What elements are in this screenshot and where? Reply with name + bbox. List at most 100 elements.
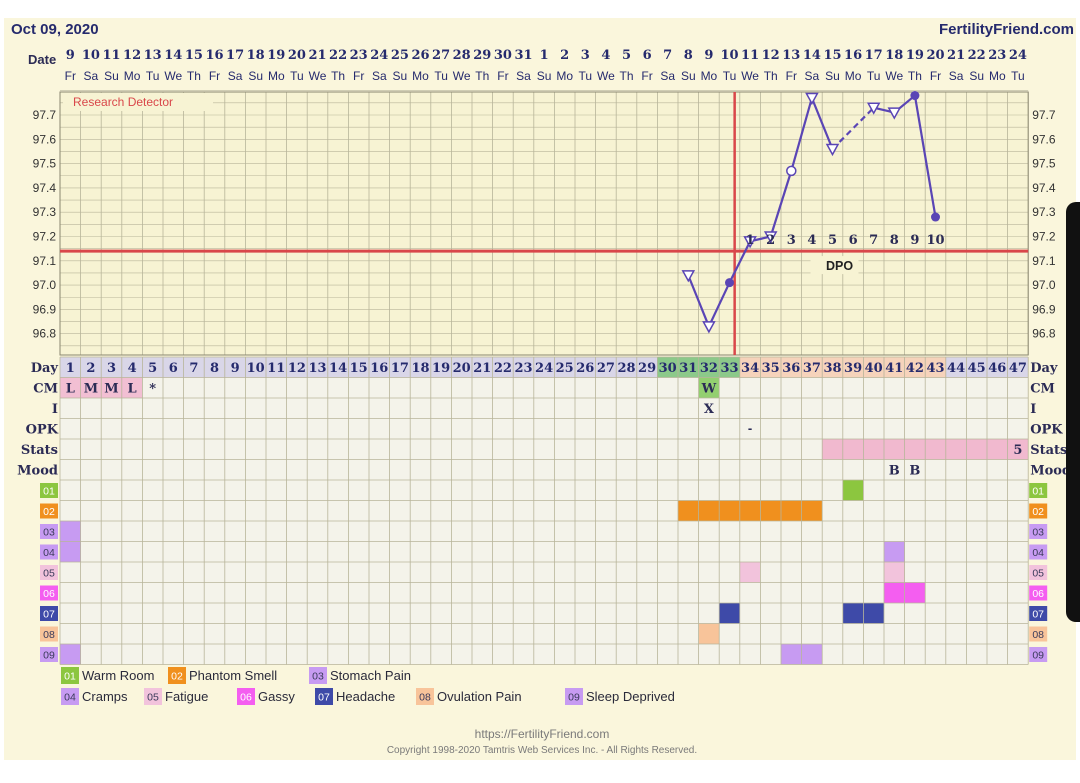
weekday-label: Th xyxy=(187,69,201,83)
symptom-code-badge xyxy=(40,524,58,539)
cm-cell xyxy=(60,377,81,398)
cm-value: * xyxy=(149,382,156,397)
scroll-handle[interactable] xyxy=(1066,202,1080,622)
weekday-label: Tu xyxy=(867,69,881,83)
day-cell xyxy=(760,357,781,378)
day-number: 21 xyxy=(473,361,491,376)
weekday-label: Tu xyxy=(290,69,304,83)
legend-swatch xyxy=(237,688,255,705)
temp-point xyxy=(866,102,881,115)
cm-value: M xyxy=(84,382,98,397)
symptom-mark xyxy=(842,603,864,624)
day-number: 46 xyxy=(988,361,1006,376)
date-label: 18 xyxy=(247,48,265,63)
date-label: 22 xyxy=(329,48,347,63)
weekday-label: Th xyxy=(331,69,345,83)
symptom-mark xyxy=(863,603,884,624)
y-tick-label: 96.8 xyxy=(33,327,57,341)
temp-point xyxy=(786,165,797,177)
legend-code: 02 xyxy=(171,671,183,683)
symptom-code: 08 xyxy=(1032,629,1044,641)
legend-label: Cramps xyxy=(82,689,128,704)
day-cell xyxy=(451,357,472,378)
date-label: 26 xyxy=(411,48,429,63)
temp-point xyxy=(702,321,716,334)
day-number: 11 xyxy=(267,361,285,376)
mood-value: B xyxy=(909,464,920,479)
symptom-mark xyxy=(678,500,699,521)
y-tick-label: 97.0 xyxy=(1032,278,1056,292)
date-label: 15 xyxy=(823,48,841,63)
temp-point xyxy=(887,107,902,120)
weekday-label: Sa xyxy=(228,69,243,83)
day-cell xyxy=(945,357,967,378)
legend-code: 06 xyxy=(240,692,252,704)
symptom-code-badge xyxy=(1029,524,1048,539)
y-tick-label: 97.0 xyxy=(33,278,57,292)
date-label: 14 xyxy=(803,48,821,63)
day-number: 29 xyxy=(638,361,656,376)
weekday-label: Mo xyxy=(556,69,573,83)
legend-label: Ovulation Pain xyxy=(437,689,522,704)
y-tick-label: 97.5 xyxy=(33,157,57,171)
row-label-cm: CM xyxy=(1030,382,1055,397)
temp-line-segment xyxy=(769,170,793,237)
day-number: 22 xyxy=(494,361,512,376)
row-label-mood: Mood xyxy=(1030,464,1071,479)
symptom-code-badge xyxy=(1029,585,1048,601)
weekday-label: Th xyxy=(764,69,778,83)
footer-copyright: Copyright 1998-2020 Tamtris Web Services… xyxy=(387,745,697,756)
temp-point xyxy=(743,236,757,249)
y-tick-label: 97.3 xyxy=(33,205,57,219)
legend-code: 01 xyxy=(64,671,76,683)
date-label: 20 xyxy=(288,48,306,63)
day-cell xyxy=(595,357,617,378)
date-label: 7 xyxy=(663,48,672,63)
date-label: 14 xyxy=(164,48,182,63)
date-label: 1 xyxy=(540,48,549,63)
day-cell xyxy=(204,357,225,378)
symptom-mark xyxy=(884,562,905,583)
plot-border xyxy=(59,91,1029,356)
day-number: 5 xyxy=(148,361,157,376)
date-label: 21 xyxy=(947,48,965,63)
date-label: 17 xyxy=(865,48,883,63)
weekday-label: Sa xyxy=(949,69,964,83)
cm-cell xyxy=(121,377,143,398)
cm-value: L xyxy=(66,382,75,397)
symptom-mark xyxy=(739,500,761,521)
row-label-i: I xyxy=(52,402,58,417)
weekday-label: Fr xyxy=(65,69,76,83)
legend-label: Fatigue xyxy=(165,689,208,704)
dpo-number: 10 xyxy=(926,233,944,248)
cm-cell xyxy=(698,377,720,398)
day-number: 7 xyxy=(189,361,198,376)
date-label: 12 xyxy=(762,48,780,63)
weekday-label: Su xyxy=(537,69,552,83)
day-cell xyxy=(636,357,658,378)
day-cell xyxy=(842,357,864,378)
legend-swatch xyxy=(315,688,333,705)
row-label-stats: Stats xyxy=(1030,443,1067,458)
symptom-code-badge xyxy=(1029,606,1048,621)
weekday-label: Mo xyxy=(124,69,141,83)
row-label-opk: OPK xyxy=(26,423,59,438)
weekday-label: We xyxy=(309,69,327,83)
day-cell xyxy=(430,357,452,378)
weekday-label: Tu xyxy=(723,69,737,83)
symptom-code: 05 xyxy=(43,568,55,580)
day-cell xyxy=(60,357,81,378)
legend-code: 09 xyxy=(568,692,580,704)
day-cell xyxy=(307,357,328,378)
day-number: 27 xyxy=(597,361,615,376)
i-value: X xyxy=(704,402,715,417)
day-cell xyxy=(822,357,843,378)
temp-point xyxy=(805,92,819,106)
day-number: 2 xyxy=(86,361,95,376)
day-number: 6 xyxy=(169,361,178,376)
y-tick-label: 97.4 xyxy=(33,181,57,195)
temp-point xyxy=(825,143,840,157)
legend-code: 04 xyxy=(64,692,76,704)
day-number: 40 xyxy=(865,361,883,376)
date-label: 23 xyxy=(988,48,1006,63)
